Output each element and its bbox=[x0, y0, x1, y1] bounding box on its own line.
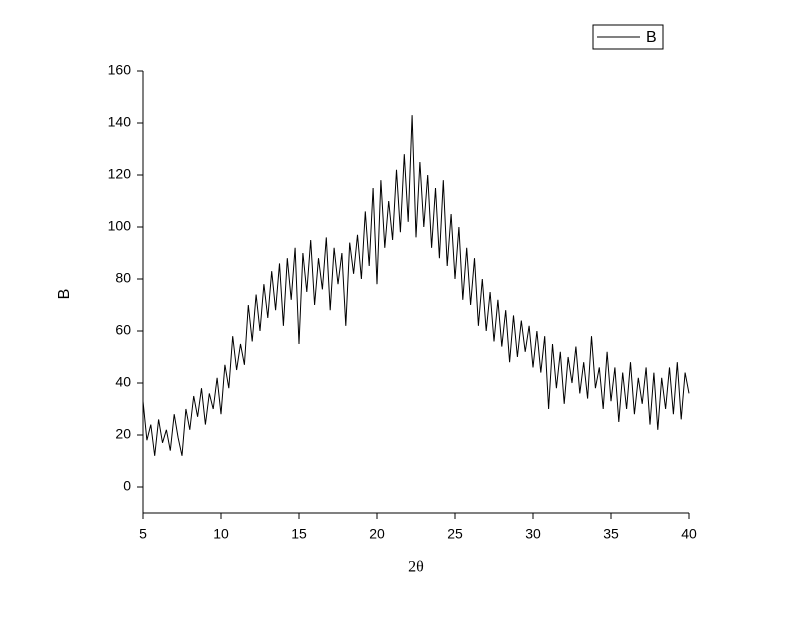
y-tick-label: 140 bbox=[108, 114, 132, 130]
y-tick-label: 100 bbox=[108, 218, 132, 234]
y-tick-label: 0 bbox=[123, 478, 131, 494]
x-tick-label: 10 bbox=[213, 526, 229, 542]
data-line bbox=[142, 115, 690, 456]
y-tick-label: 60 bbox=[115, 322, 131, 338]
x-tick-label: 20 bbox=[369, 526, 385, 542]
x-axis-label: 2θ bbox=[408, 559, 424, 576]
x-tick-label: 5 bbox=[139, 526, 147, 542]
x-tick-label: 30 bbox=[525, 526, 541, 542]
y-axis-label: B bbox=[56, 289, 73, 300]
y-tick-label: 120 bbox=[108, 166, 132, 182]
y-tick-label: 160 bbox=[108, 62, 132, 78]
y-tick-label: 20 bbox=[115, 426, 131, 442]
x-tick-label: 25 bbox=[447, 526, 463, 542]
y-tick-label: 40 bbox=[115, 374, 131, 390]
x-tick-label: 15 bbox=[291, 526, 307, 542]
x-tick-label: 35 bbox=[603, 526, 619, 542]
y-tick-label: 80 bbox=[115, 270, 131, 286]
x-tick-label: 40 bbox=[681, 526, 697, 542]
legend-label: B bbox=[646, 29, 657, 46]
